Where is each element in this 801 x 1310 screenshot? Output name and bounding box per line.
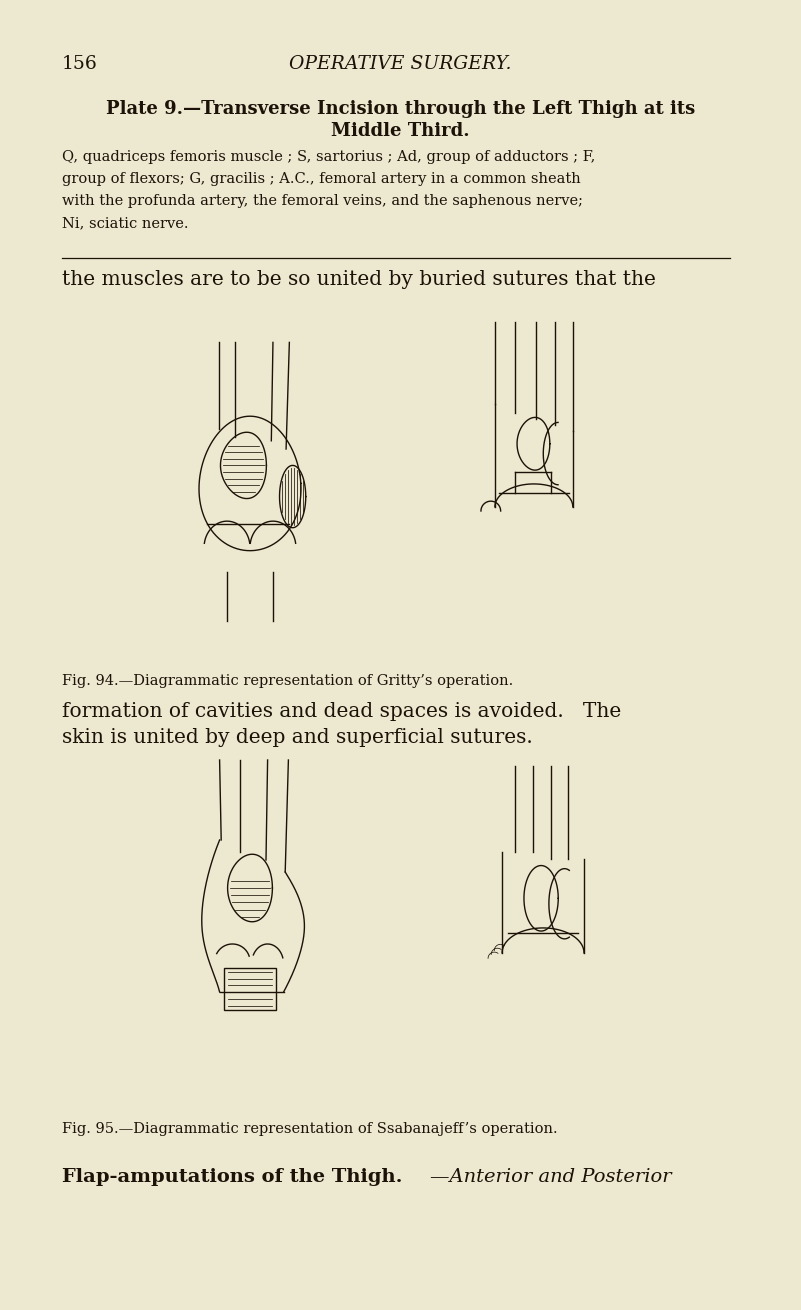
Text: Q, quadriceps femoris muscle ; S, sartorius ; Ad, group of adductors ; F,: Q, quadriceps femoris muscle ; S, sartor… [62,151,595,164]
Text: group of flexors; G, gracilis ; A.C., femoral artery in a common sheath: group of flexors; G, gracilis ; A.C., fe… [62,172,581,186]
Text: Middle Third.: Middle Third. [331,122,470,140]
Text: Fig. 95.—Diagrammatic representation of Ssabanajeff’s operation.: Fig. 95.—Diagrammatic representation of … [62,1121,557,1136]
Bar [224,968,276,1010]
Text: Flap-amputations of the Thigh.: Flap-amputations of the Thigh. [62,1169,402,1186]
Text: Plate 9.—Transverse Incision through the Left Thigh at its: Plate 9.—Transverse Incision through the… [106,100,695,118]
Text: Fig. 94.—Diagrammatic representation of Gritty’s operation.: Fig. 94.—Diagrammatic representation of … [62,675,513,688]
Text: OPERATIVE SURGERY.: OPERATIVE SURGERY. [289,55,512,73]
Text: the muscles are to be so united by buried sutures that the: the muscles are to be so united by burie… [62,270,656,290]
Text: formation of cavities and dead spaces is avoided.   The: formation of cavities and dead spaces is… [62,702,622,721]
Text: 156: 156 [62,55,98,73]
Text: with the profunda artery, the femoral veins, and the saphenous nerve;: with the profunda artery, the femoral ve… [62,194,583,208]
Text: Ni, sciatic nerve.: Ni, sciatic nerve. [62,216,188,231]
Text: —Anterior and Posterior: —Anterior and Posterior [430,1169,671,1186]
Text: skin is united by deep and superficial sutures.: skin is united by deep and superficial s… [62,728,533,747]
